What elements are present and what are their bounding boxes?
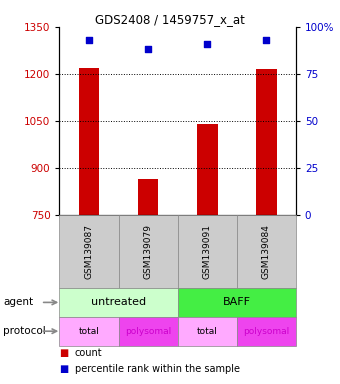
Text: agent: agent (3, 297, 34, 308)
Text: polysomal: polysomal (125, 327, 171, 336)
Text: untreated: untreated (91, 297, 146, 308)
Text: ■: ■ (59, 348, 69, 358)
Text: polysomal: polysomal (243, 327, 289, 336)
Text: protocol: protocol (3, 326, 46, 336)
Bar (138, 179, 158, 215)
Text: count: count (75, 348, 102, 358)
Point (86, 37, 92, 43)
Text: GSM139091: GSM139091 (203, 224, 212, 279)
Text: GSM139084: GSM139084 (262, 224, 271, 279)
Text: GSM139087: GSM139087 (85, 224, 94, 279)
Text: percentile rank within the sample: percentile rank within the sample (75, 364, 240, 374)
Text: total: total (79, 327, 100, 336)
Text: total: total (197, 327, 218, 336)
Point (264, 37, 269, 43)
Point (146, 46, 151, 53)
Bar (79, 68, 99, 215)
Bar (256, 69, 277, 215)
Bar (197, 124, 218, 215)
Text: ■: ■ (59, 364, 69, 374)
Text: GSM139079: GSM139079 (143, 224, 153, 279)
Text: GDS2408 / 1459757_x_at: GDS2408 / 1459757_x_at (95, 13, 245, 26)
Text: BAFF: BAFF (223, 297, 251, 308)
Point (204, 41, 210, 47)
